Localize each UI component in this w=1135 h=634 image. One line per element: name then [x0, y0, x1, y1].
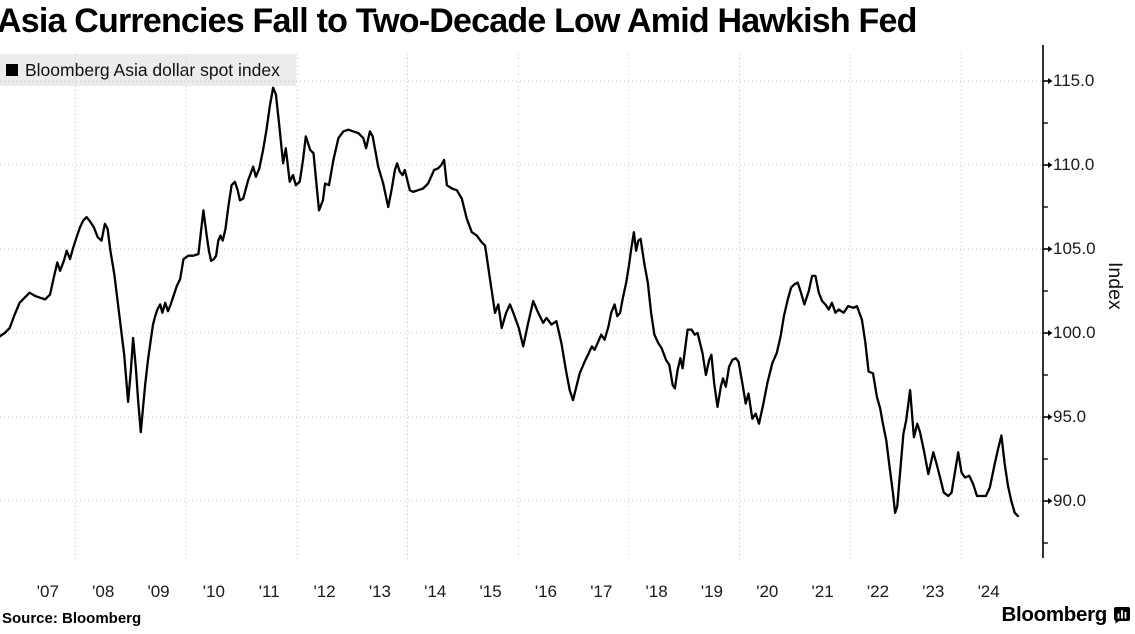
y-tick-arrow — [1048, 498, 1053, 504]
x-tick-label: '24 — [977, 582, 1000, 601]
x-tick-label: '17 — [590, 582, 613, 601]
bloomberg-logo: Bloomberg — [1002, 603, 1132, 627]
bloomberg-wordmark: Bloomberg — [1001, 603, 1108, 626]
y-tick-label: 95.0 — [1053, 407, 1087, 426]
x-tick-label: '10 — [202, 582, 225, 601]
x-tick-label: '14 — [424, 582, 447, 601]
chart-title: Asia Currencies Fall to Two-Decade Low A… — [0, 2, 917, 40]
legend-label: Bloomberg Asia dollar spot index — [25, 59, 280, 80]
x-tick-label: '09 — [147, 582, 170, 601]
y-tick-arrow — [1048, 330, 1053, 336]
legend-swatch-icon — [6, 64, 18, 76]
y-tick-arrow — [1048, 78, 1053, 84]
y-tick-label: 110.0 — [1053, 155, 1095, 174]
x-tick-label: '13 — [368, 582, 391, 601]
x-tick-label: '23 — [922, 582, 945, 601]
x-tick-label: '19 — [700, 582, 724, 601]
x-tick-label: '11 — [258, 582, 280, 601]
bloomberg-chart-icon — [1114, 607, 1130, 624]
y-tick-label: 115.0 — [1053, 71, 1095, 90]
y-tick-arrow — [1048, 246, 1053, 252]
x-tick-label: '16 — [534, 582, 557, 601]
y-tick-label: 100.0 — [1053, 323, 1096, 342]
x-tick-label: '12 — [313, 582, 336, 601]
y-tick-label: 105.0 — [1053, 239, 1096, 258]
x-tick-label: '07 — [36, 582, 59, 601]
y-tick-arrow — [1048, 414, 1053, 420]
legend: Bloomberg Asia dollar spot index — [0, 54, 296, 86]
x-tick-label: '21 — [811, 582, 834, 601]
y-tick-arrow — [1048, 162, 1053, 168]
y-tick-label: 90.0 — [1053, 491, 1087, 510]
x-tick-label: '22 — [866, 582, 890, 601]
source-note: Source: Bloomberg — [2, 610, 142, 627]
x-tick-label: '18 — [645, 582, 668, 601]
x-tick-label: '15 — [479, 582, 502, 601]
index-series-line — [0, 86, 1020, 518]
x-tick-label: '08 — [92, 582, 115, 601]
x-tick-label: '20 — [756, 582, 779, 601]
y-axis-title: Index — [1104, 262, 1126, 310]
